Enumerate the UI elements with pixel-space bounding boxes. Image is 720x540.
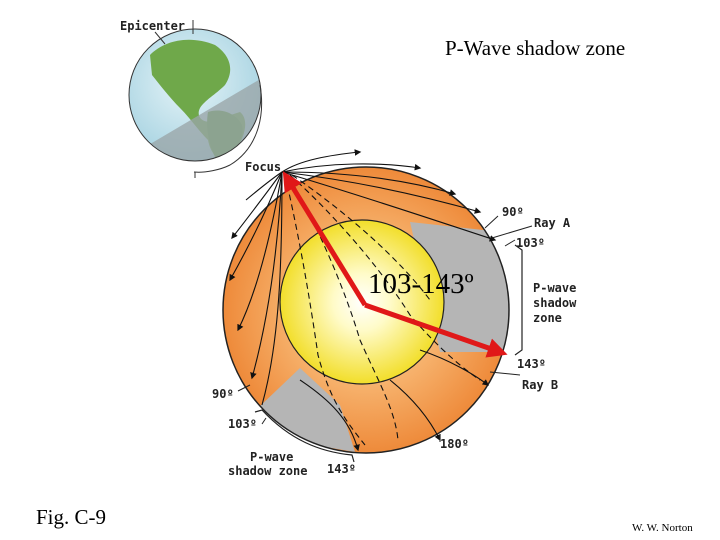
label-shadow-left-1: P-wave <box>250 450 293 464</box>
label-focus: Focus <box>245 160 281 174</box>
figure-label: Fig. C-9 <box>36 505 107 529</box>
label-143-bottom: 143º <box>327 462 356 476</box>
label-shadow-right-3: zone <box>533 311 562 325</box>
label-90-right: 90º <box>502 205 524 219</box>
label-90-left: 90º <box>212 387 234 401</box>
label-shadow-right-2: shadow <box>533 296 577 310</box>
label-shadow-right-1: P-wave <box>533 281 576 295</box>
globe-inset <box>128 20 263 178</box>
label-103-right: 103º <box>516 236 545 250</box>
angle-range-label: 103-143º <box>368 268 474 300</box>
label-ray-a: Ray A <box>534 216 571 230</box>
label-epicenter: Epicenter <box>120 19 185 33</box>
earth-cross-section <box>222 149 533 463</box>
author-credit: W. W. Norton <box>632 522 693 534</box>
label-143-right: 143º <box>517 357 546 371</box>
label-103-left: 103º <box>228 417 257 431</box>
page-title: P-Wave shadow zone <box>445 36 626 60</box>
label-shadow-left-2: shadow zone <box>228 464 307 478</box>
label-180: 180º <box>440 437 469 451</box>
shadow-zone-left <box>258 368 355 452</box>
label-ray-b: Ray B <box>522 378 558 392</box>
